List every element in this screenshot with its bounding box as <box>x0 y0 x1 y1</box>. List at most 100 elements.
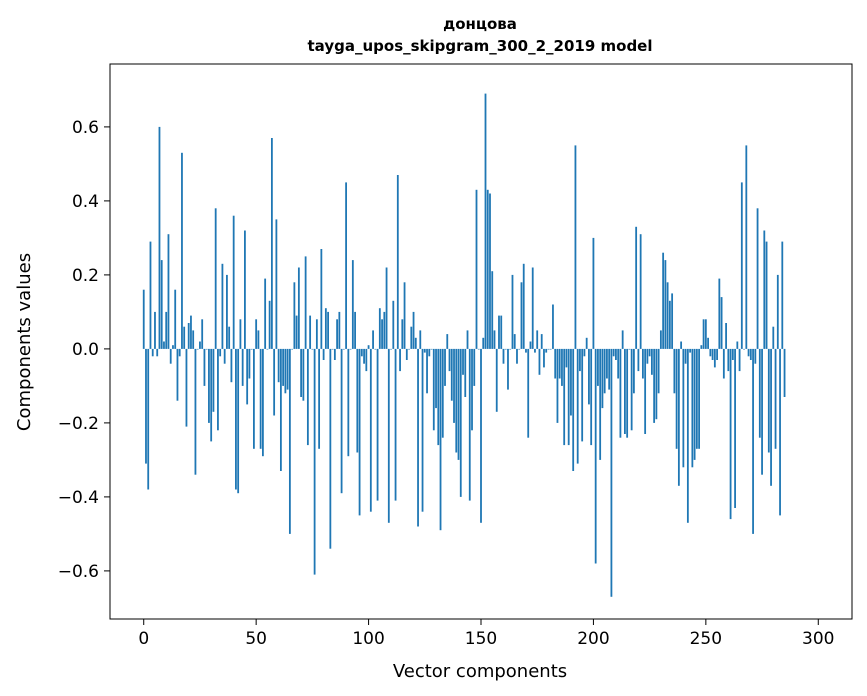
bar-19 <box>185 348 188 427</box>
bar-125 <box>423 348 426 353</box>
bar-173 <box>531 267 534 349</box>
bar-249 <box>702 319 705 349</box>
bar-9 <box>163 341 165 349</box>
bar-18 <box>183 326 186 349</box>
bar-95 <box>356 348 359 453</box>
bar-278 <box>767 348 770 453</box>
bar-164 <box>511 274 514 349</box>
bar-67 <box>293 282 296 349</box>
bar-202 <box>597 348 599 386</box>
bar-166 <box>516 348 518 364</box>
bar-238 <box>677 348 680 486</box>
bar-39 <box>230 348 233 383</box>
bar-70 <box>300 348 303 397</box>
bar-34 <box>219 348 222 357</box>
bar-157 <box>495 348 498 412</box>
bar-225 <box>648 348 651 357</box>
bar-126 <box>426 348 428 394</box>
bar-229 <box>657 348 660 394</box>
bar-47 <box>248 348 251 379</box>
bar-90 <box>345 182 347 349</box>
bar-280 <box>772 326 775 349</box>
bar-134 <box>444 348 446 386</box>
bar-8 <box>160 260 163 349</box>
bar-53 <box>262 348 264 457</box>
bar-37 <box>226 274 228 349</box>
bar-148 <box>475 189 478 349</box>
bar-285 <box>783 348 786 397</box>
y-tick-label: −0.2 <box>58 414 99 434</box>
bar-50 <box>255 319 258 349</box>
bar-217 <box>630 348 633 431</box>
bar-193 <box>576 348 579 464</box>
bar-120 <box>412 311 415 349</box>
x-tick-label: 100 <box>352 629 384 649</box>
bar-236 <box>673 348 676 394</box>
bar-63 <box>284 348 287 394</box>
bar-180 <box>547 348 550 350</box>
bar-146 <box>471 348 473 431</box>
bar-256 <box>718 278 721 349</box>
bar-75 <box>311 348 314 350</box>
bar-64 <box>286 348 289 390</box>
bar-3 <box>149 241 152 349</box>
bar-27 <box>203 348 206 386</box>
bar-101 <box>369 348 372 512</box>
bar-2 <box>147 348 150 490</box>
bar-144 <box>466 330 469 349</box>
bar-73 <box>306 348 309 446</box>
bar-69 <box>297 267 300 349</box>
bar-40 <box>232 215 235 349</box>
bar-93 <box>351 260 354 349</box>
bar-153 <box>486 189 489 349</box>
bar-152 <box>484 93 487 349</box>
bar-7 <box>158 126 161 349</box>
bar-155 <box>491 271 494 349</box>
bar-11 <box>167 234 170 349</box>
bar-56 <box>268 300 271 349</box>
bar-269 <box>747 348 750 357</box>
bar-192 <box>574 145 577 349</box>
bar-181 <box>549 348 552 350</box>
bar-277 <box>765 241 768 349</box>
y-tick-label: 0.2 <box>72 266 99 286</box>
bar-21 <box>190 315 192 349</box>
bar-77 <box>315 319 318 349</box>
bar-139 <box>455 348 458 453</box>
bar-257 <box>720 297 723 349</box>
bar-187 <box>563 348 566 446</box>
bar-176 <box>538 348 541 375</box>
bar-149 <box>477 348 480 350</box>
bar-76 <box>313 348 316 575</box>
x-tick-label: 150 <box>465 629 497 649</box>
bar-142 <box>462 348 464 375</box>
bar-30 <box>210 348 213 442</box>
bar-163 <box>509 348 512 350</box>
bar-116 <box>403 282 406 349</box>
bar-243 <box>689 348 692 353</box>
ticks-group: 0 50 100 150 200 250 300 −0.6 −0.4 −0.2 0.0 0.2 0.4 0… <box>58 118 835 649</box>
bar-92 <box>349 348 352 350</box>
bar-129 <box>432 348 435 431</box>
bar-251 <box>707 337 709 349</box>
bar-115 <box>401 319 404 349</box>
bar-122 <box>417 348 419 527</box>
bar-228 <box>655 348 658 420</box>
bar-32 <box>214 208 217 349</box>
y-tick-label: 0.0 <box>72 340 99 360</box>
bar-162 <box>507 348 509 390</box>
bar-234 <box>668 300 671 349</box>
bar-233 <box>666 282 669 349</box>
bar-262 <box>731 348 734 360</box>
bar-25 <box>199 341 201 349</box>
bar-260 <box>727 348 730 372</box>
bar-216 <box>628 348 631 350</box>
bar-208 <box>610 348 613 597</box>
bar-10 <box>165 311 168 349</box>
bar-195 <box>581 348 584 442</box>
bar-71 <box>302 348 305 401</box>
bar-0 <box>142 289 145 349</box>
bar-52 <box>259 348 262 449</box>
bar-48 <box>250 348 253 350</box>
bar-58 <box>273 348 276 416</box>
